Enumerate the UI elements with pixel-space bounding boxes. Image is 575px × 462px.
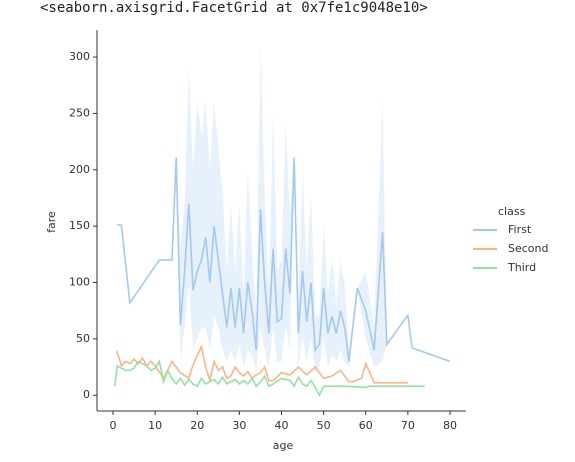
line bbox=[113, 359, 425, 398]
output-text: <seaborn.axisgrid.FacetGrid at 0x7fe1c90… bbox=[40, 0, 428, 16]
x-axis-label: age bbox=[273, 439, 294, 452]
y-tick-label: 100 bbox=[69, 275, 90, 288]
x-tick-label: 50 bbox=[317, 419, 331, 432]
x-tick-label: 30 bbox=[232, 419, 246, 432]
x-tick-label: 60 bbox=[359, 419, 373, 432]
x-tick-label: 10 bbox=[148, 419, 162, 432]
x-tick-label: 0 bbox=[110, 419, 117, 432]
x-tick-label: 20 bbox=[190, 419, 204, 432]
line bbox=[116, 344, 408, 384]
y-tick-label: 250 bbox=[69, 106, 90, 119]
y-tick-label: 300 bbox=[69, 50, 90, 63]
y-tick-label: 50 bbox=[76, 332, 90, 345]
legend-label: First bbox=[508, 223, 532, 236]
y-axis-label: fare bbox=[45, 211, 58, 233]
x-tick-label: 40 bbox=[275, 419, 289, 432]
confidence-band bbox=[116, 45, 450, 373]
x-tick-label: 70 bbox=[401, 419, 415, 432]
y-tick-label: 150 bbox=[69, 219, 90, 232]
legend-title: class bbox=[498, 205, 526, 218]
legend-label: Second bbox=[508, 242, 548, 255]
legend-label: Third bbox=[507, 261, 536, 274]
line bbox=[116, 157, 451, 363]
y-tick-label: 200 bbox=[69, 163, 90, 176]
x-tick-label: 80 bbox=[443, 419, 457, 432]
y-tick-label: 0 bbox=[83, 388, 90, 401]
